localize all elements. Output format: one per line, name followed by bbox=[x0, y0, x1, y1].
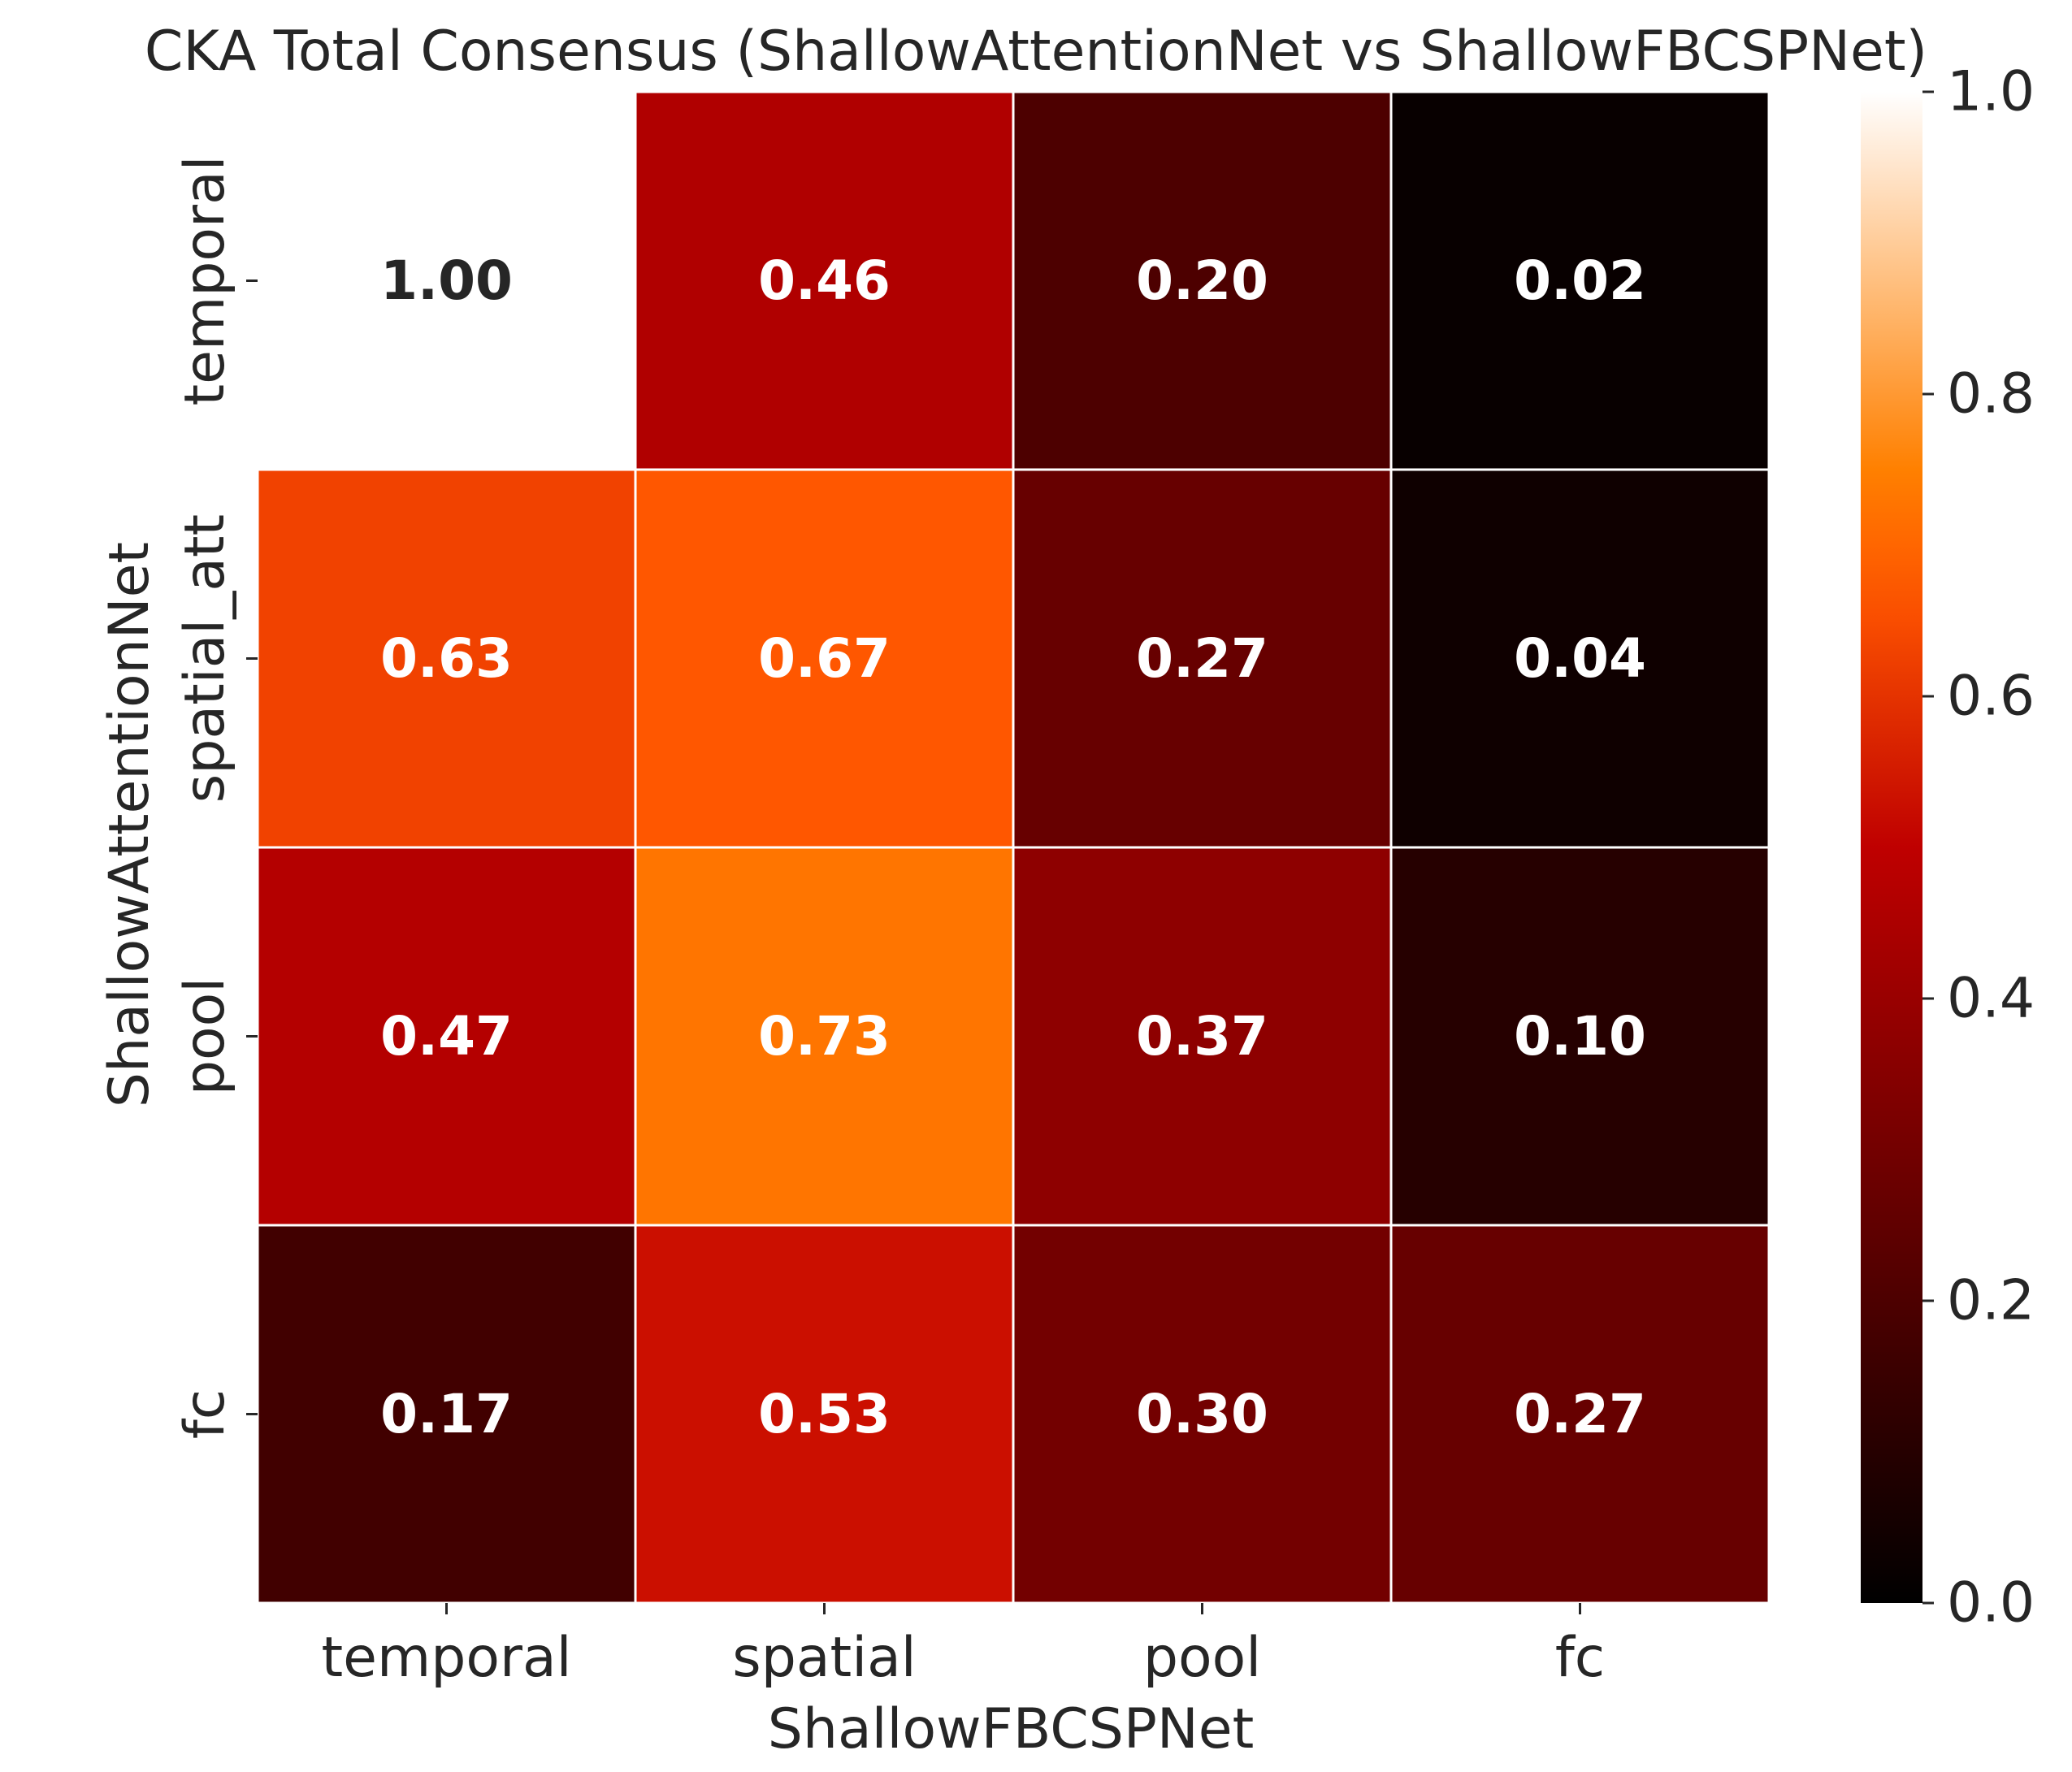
cell-value-label: 0.27 bbox=[1136, 627, 1268, 690]
x-tick-label: fc bbox=[1555, 1626, 1605, 1690]
heatmap-cell-spatial_att-pool bbox=[1012, 468, 1393, 849]
colorbar-gradient bbox=[1861, 92, 1922, 1603]
cell-value-label: 0.27 bbox=[1514, 1383, 1646, 1445]
cell-value-label: 0.37 bbox=[1136, 1005, 1268, 1068]
heatmap-cell-fc-fc bbox=[1389, 1224, 1771, 1605]
cell-value-label: 0.53 bbox=[758, 1383, 891, 1445]
cell-value-label: 0.10 bbox=[1514, 1005, 1646, 1068]
cell-value-label: 0.17 bbox=[380, 1383, 513, 1445]
y-tick-label: temporal bbox=[173, 155, 237, 405]
y-tick-label: fc bbox=[173, 1389, 237, 1439]
colorbar: 0.0 0.2 0.4 0.6 0.8 1.0 bbox=[1861, 60, 2035, 1636]
heatmap-cell-temporal-spatial bbox=[634, 90, 1015, 471]
heatmap-cell-spatial_att-spatial bbox=[634, 468, 1015, 849]
x-tick-label: pool bbox=[1143, 1626, 1261, 1690]
x-axis-label: ShallowFBCSPNet bbox=[768, 1697, 1255, 1761]
colorbar-tick-label: 0.0 bbox=[1947, 1571, 2035, 1636]
heatmap-cell-fc-spatial bbox=[634, 1224, 1015, 1605]
colorbar-tick-label: 1.0 bbox=[1947, 60, 2035, 124]
colorbar-tick-label: 0.4 bbox=[1947, 967, 2035, 1031]
heatmap-cell-labels: 1.00 0.46 0.20 0.02 0.63 0.67 0.27 0.04 0.47 0.73… bbox=[380, 249, 1646, 1445]
x-axis-ticks: temporal spatial pool fc bbox=[321, 1603, 1605, 1690]
cell-value-label: 0.30 bbox=[1136, 1383, 1268, 1445]
heatmap-cell-temporal-fc bbox=[1389, 90, 1771, 471]
heatmap-cell-pool-fc bbox=[1389, 846, 1771, 1227]
cell-value-label: 1.00 bbox=[380, 249, 513, 312]
cell-value-label: 0.73 bbox=[758, 1005, 891, 1068]
heatmap-cell-fc-temporal bbox=[256, 1224, 637, 1605]
heatmap-cell-temporal-pool bbox=[1012, 90, 1393, 471]
cell-value-label: 0.02 bbox=[1514, 249, 1646, 312]
cell-value-label: 0.46 bbox=[758, 249, 891, 312]
heatmap-cell-pool-spatial bbox=[634, 846, 1015, 1227]
colorbar-tick-label: 0.6 bbox=[1947, 665, 2035, 729]
x-tick-label: spatial bbox=[732, 1626, 916, 1690]
x-tick-label: temporal bbox=[321, 1626, 571, 1690]
heatmap-cell-spatial_att-fc bbox=[1389, 468, 1771, 849]
cell-value-label: 0.63 bbox=[380, 627, 513, 690]
heatmap-cells bbox=[256, 90, 1771, 1605]
cell-value-label: 0.20 bbox=[1136, 249, 1268, 312]
y-tick-label: spatial_att bbox=[173, 514, 237, 803]
heatmap-cell-spatial_att-temporal bbox=[256, 468, 637, 849]
heatmap-cell-temporal-temporal bbox=[256, 90, 637, 471]
cell-value-label: 0.04 bbox=[1514, 627, 1646, 690]
heatmap-cell-fc-pool bbox=[1012, 1224, 1393, 1605]
chart-title: CKA Total Consensus (ShallowAttentionNet… bbox=[145, 19, 1927, 84]
cell-value-label: 0.47 bbox=[380, 1005, 513, 1068]
colorbar-tick-label: 0.2 bbox=[1947, 1269, 2035, 1333]
y-tick-label: pool bbox=[173, 977, 237, 1095]
colorbar-tick-label: 0.8 bbox=[1947, 362, 2035, 427]
y-axis-label: ShallowAttentionNet bbox=[98, 542, 162, 1107]
cell-value-label: 0.67 bbox=[758, 627, 891, 690]
